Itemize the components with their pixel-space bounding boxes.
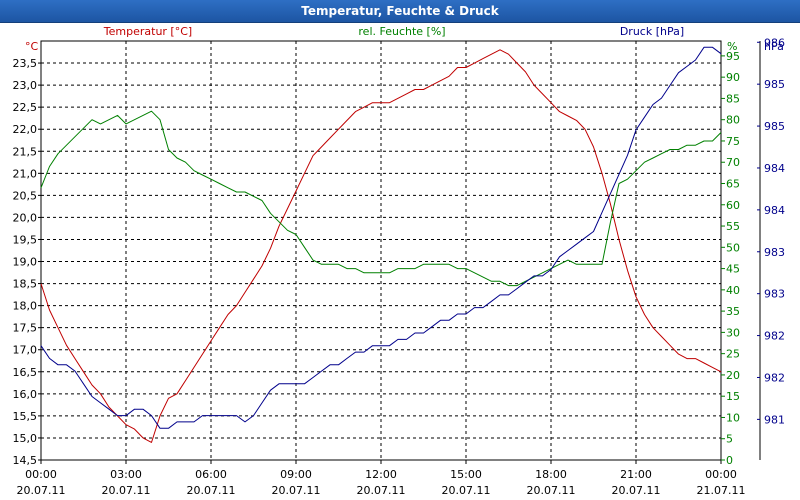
x-tick-time: 00:00 bbox=[25, 468, 57, 481]
humidity-tick-label: 30 bbox=[726, 326, 740, 339]
pressure-tick-label: 982 bbox=[764, 371, 785, 384]
humidity-tick-label: 85 bbox=[726, 92, 740, 105]
humidity-tick-label: 75 bbox=[726, 135, 740, 148]
x-tick-time: 09:00 bbox=[280, 468, 312, 481]
humidity-tick-label: 80 bbox=[726, 114, 740, 127]
temperature-tick-label: 16,5 bbox=[13, 366, 38, 379]
chart-grid bbox=[41, 41, 721, 460]
x-tick-time: 21:00 bbox=[620, 468, 652, 481]
pressure-tick-label: 984 bbox=[764, 204, 785, 217]
humidity-tick-label: 70 bbox=[726, 156, 740, 169]
temperature-tick-label: 20,0 bbox=[13, 211, 38, 224]
humidity-tick-label: 20 bbox=[726, 369, 740, 382]
temperature-tick-label: 23,0 bbox=[13, 79, 38, 92]
temperature-line bbox=[40, 49, 722, 443]
x-tick-date: 20.07.11 bbox=[272, 484, 321, 497]
temperature-tick-label: 20,5 bbox=[13, 189, 38, 202]
humidity-line bbox=[40, 110, 722, 287]
humidity-tick-label: 45 bbox=[726, 263, 740, 276]
temperature-tick-label: 14,5 bbox=[13, 454, 38, 467]
temperature-tick-label: 22,0 bbox=[13, 123, 38, 136]
temperature-tick-label: 15,5 bbox=[13, 410, 38, 423]
temperature-axis-label: Temperatur [°C] bbox=[103, 25, 192, 38]
temperature-tick-label: 23,5 bbox=[13, 57, 38, 70]
temperature-tick-label: 21,5 bbox=[13, 145, 38, 158]
humidity-tick-label: 55 bbox=[726, 220, 740, 233]
temperature-tick-label: 22,5 bbox=[13, 101, 38, 114]
pressure-line bbox=[40, 46, 722, 429]
x-tick-time: 12:00 bbox=[365, 468, 397, 481]
x-tick-date: 20.07.11 bbox=[357, 484, 406, 497]
temperature-tick-label: 21,0 bbox=[13, 167, 38, 180]
humidity-tick-label: 5 bbox=[726, 433, 733, 446]
humidity-tick-label: 65 bbox=[726, 178, 740, 191]
humidity-tick-label: 15 bbox=[726, 390, 740, 403]
x-tick-date: 20.07.11 bbox=[612, 484, 661, 497]
x-tick-time: 00:00 bbox=[705, 468, 737, 481]
temperature-tick-label: 18,0 bbox=[13, 300, 38, 313]
x-tick-time: 18:00 bbox=[535, 468, 567, 481]
x-tick-date: 20.07.11 bbox=[527, 484, 576, 497]
pressure-tick-label: 985 bbox=[764, 78, 785, 91]
pressure-tick-label: 983 bbox=[764, 246, 785, 259]
temperature-tick-label: 15,0 bbox=[13, 432, 38, 445]
humidity-tick-label: 40 bbox=[726, 284, 740, 297]
x-tick-time: 15:00 bbox=[450, 468, 482, 481]
pressure-tick-label: 984 bbox=[764, 162, 785, 175]
humidity-unit: % bbox=[727, 40, 737, 53]
pressure-tick-label: 985 bbox=[764, 120, 785, 133]
x-tick-time: 03:00 bbox=[110, 468, 142, 481]
pressure-tick-label: 983 bbox=[764, 288, 785, 301]
humidity-tick-label: 95 bbox=[726, 50, 740, 63]
pressure-tick-label: 986 bbox=[764, 36, 785, 49]
temperature-unit: °C bbox=[25, 40, 39, 53]
humidity-axis-label: rel. Feuchte [%] bbox=[358, 25, 445, 38]
humidity-tick-label: 50 bbox=[726, 241, 740, 254]
temperature-tick-label: 16,0 bbox=[13, 388, 38, 401]
pressure-unit: hPa bbox=[764, 40, 784, 53]
pressure-tick-label: 981 bbox=[764, 413, 785, 426]
temperature-tick-label: 19,0 bbox=[13, 256, 38, 269]
window-title: Temperatur, Feuchte & Druck bbox=[301, 4, 499, 18]
humidity-tick-label: 90 bbox=[726, 71, 740, 84]
x-tick-date: 20.07.11 bbox=[17, 484, 66, 497]
x-tick-date: 21.07.11 bbox=[697, 484, 746, 497]
temperature-tick-label: 19,5 bbox=[13, 233, 38, 246]
pressure-tick-label: 982 bbox=[764, 330, 785, 343]
humidity-tick-label: 35 bbox=[726, 305, 740, 318]
pressure-axis-label: Druck [hPa] bbox=[620, 25, 684, 38]
humidity-tick-label: 25 bbox=[726, 348, 740, 361]
humidity-tick-label: 10 bbox=[726, 411, 740, 424]
x-tick-time: 06:00 bbox=[195, 468, 227, 481]
temperature-tick-label: 17,5 bbox=[13, 322, 38, 335]
humidity-tick-label: 60 bbox=[726, 199, 740, 212]
window-titlebar: Temperatur, Feuchte & Druck bbox=[0, 0, 800, 23]
x-tick-date: 20.07.11 bbox=[442, 484, 491, 497]
humidity-tick-label: 0 bbox=[726, 454, 733, 467]
x-tick-date: 20.07.11 bbox=[102, 484, 151, 497]
x-tick-date: 20.07.11 bbox=[187, 484, 236, 497]
temperature-tick-label: 17,0 bbox=[13, 344, 38, 357]
temperature-tick-label: 18,5 bbox=[13, 278, 38, 291]
